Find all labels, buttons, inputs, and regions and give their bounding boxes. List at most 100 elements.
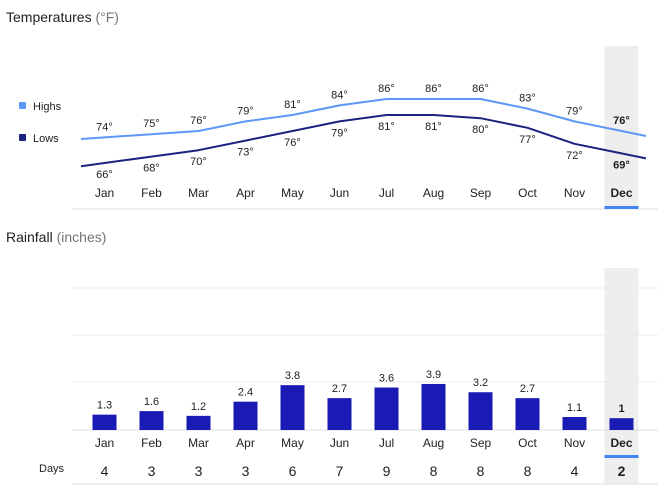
rainfall-bar <box>609 418 634 430</box>
highs-data-label: 76° <box>613 115 630 127</box>
temperature-month-label: Apr <box>236 186 255 200</box>
rainfall-bar <box>421 383 446 430</box>
rainfall-data-label: 1.6 <box>144 396 159 408</box>
days-value: 4 <box>101 463 109 479</box>
highs-data-label: 84° <box>331 89 348 101</box>
days-row-label: Days <box>39 463 65 475</box>
rainfall-data-label: 1.3 <box>97 400 112 412</box>
lows-data-label: 77° <box>519 134 536 146</box>
highs-legend-swatch <box>19 102 26 109</box>
highs-data-label: 86° <box>378 83 395 95</box>
selected-month-underline-temperatures <box>604 206 639 209</box>
rainfall-data-label: 1 <box>618 403 624 415</box>
highs-data-label: 74° <box>96 121 113 133</box>
highs-data-label: 86° <box>425 83 442 95</box>
highs-data-label: 83° <box>519 93 536 105</box>
lows-data-label: 70° <box>190 156 207 168</box>
lows-data-label: 81° <box>378 121 395 133</box>
rainfall-month-label: May <box>281 436 304 450</box>
rainfall-title: Rainfall (inches) <box>6 229 106 245</box>
rainfall-data-label: 3.6 <box>379 373 394 385</box>
temperature-month-axis: Jan Feb Mar Apr May Jun Jul Aug Sep Oct Nov Dec <box>95 186 633 200</box>
rainfall-month-label: Dec <box>610 436 632 450</box>
rainfall-data-label: 3.8 <box>285 370 300 382</box>
rainfall-data-label: 3.2 <box>473 377 488 389</box>
temperatures-title-text: Temperatures <box>6 9 92 25</box>
lows-data-label: 76° <box>284 137 301 149</box>
rainfall-bar <box>139 411 164 430</box>
selected-month-highlight-temperatures <box>604 46 639 206</box>
temperature-month-label: Aug <box>423 186 444 200</box>
lows-data-label: 68° <box>143 163 160 175</box>
lows-legend-label: Lows <box>33 133 59 145</box>
days-value: 6 <box>289 463 297 479</box>
rainfall-bar <box>92 414 117 430</box>
rainfall-unit: (inches) <box>56 229 107 245</box>
highs-series-line <box>80 98 647 140</box>
days-value: 3 <box>242 463 250 479</box>
temperature-month-label: Nov <box>564 186 585 200</box>
selected-month-highlight-rainfall <box>604 268 639 484</box>
days-value: 9 <box>383 463 391 479</box>
days-value: 7 <box>336 463 344 479</box>
days-value: 3 <box>148 463 156 479</box>
rainfall-title-text: Rainfall <box>6 229 53 245</box>
lows-data-label: 81° <box>425 121 442 133</box>
lows-data-label: 79° <box>331 127 348 139</box>
highs-data-label: 76° <box>190 115 207 127</box>
days-value: 8 <box>524 463 532 479</box>
days-values: 4 3 3 3 6 7 9 8 8 8 4 2 <box>101 463 626 479</box>
lows-data-label: 73° <box>237 147 254 159</box>
days-value: 2 <box>618 463 626 479</box>
lows-data-label: 69° <box>613 159 630 171</box>
days-value: 8 <box>477 463 485 479</box>
rainfall-month-label: Nov <box>564 436 585 450</box>
rainfall-month-label: Jan <box>95 436 114 450</box>
highs-legend-label: Highs <box>33 101 62 113</box>
days-value: 8 <box>430 463 438 479</box>
rainfall-month-label: Apr <box>236 436 255 450</box>
temperature-data-labels: 74° 75° 76° 79° 81° 84° 86° 86° 86° 83° 79° 76° 66° 6… <box>96 83 630 181</box>
temperature-month-label: Jul <box>379 186 394 200</box>
rainfall-data-label: 2.7 <box>520 383 535 395</box>
rainfall-month-label: Mar <box>188 436 209 450</box>
rainfall-month-label: Jun <box>330 436 349 450</box>
rainfall-data-label: 2.7 <box>332 383 347 395</box>
selected-month-underline-days <box>604 455 639 458</box>
rainfall-bar <box>562 417 587 430</box>
highs-data-label: 79° <box>237 105 254 117</box>
lows-series-line <box>80 114 647 168</box>
rainfall-bar <box>233 401 258 430</box>
lows-data-label: 80° <box>472 124 489 136</box>
rainfall-month-label: Aug <box>423 436 444 450</box>
rainfall-bar <box>515 398 540 430</box>
days-value: 4 <box>571 463 579 479</box>
rainfall-data-labels: 1.3 1.6 1.2 2.4 3.8 2.7 3.6 3.9 3.2 2.7 1.1 1 <box>97 369 625 415</box>
highs-data-label: 75° <box>143 118 160 130</box>
rainfall-bar <box>327 398 352 430</box>
rainfall-bars <box>92 383 634 430</box>
lows-data-label: 66° <box>96 169 113 181</box>
rainfall-month-label: Oct <box>518 436 537 450</box>
rainfall-data-label: 1.1 <box>567 402 582 414</box>
temperature-month-label: Jun <box>330 186 349 200</box>
temperatures-title: Temperatures (°F) <box>6 9 119 25</box>
temperature-month-label: May <box>281 186 304 200</box>
temperatures-unit: (°F) <box>95 9 119 25</box>
rainfall-bar <box>186 415 211 430</box>
rainfall-data-label: 1.2 <box>191 401 206 413</box>
rainfall-month-label: Sep <box>470 436 492 450</box>
temperature-month-label: Jan <box>95 186 114 200</box>
highs-data-label: 79° <box>566 105 583 117</box>
rainfall-month-label: Jul <box>379 436 394 450</box>
days-value: 3 <box>195 463 203 479</box>
highs-data-label: 81° <box>284 99 301 111</box>
temperature-month-label: Feb <box>141 186 162 200</box>
temperature-month-label: Mar <box>188 186 209 200</box>
rainfall-bar <box>374 387 399 430</box>
lows-data-label: 72° <box>566 150 583 162</box>
temperature-month-label: Dec <box>610 186 632 200</box>
rainfall-month-axis: Jan Feb Mar Apr May Jun Jul Aug Sep Oct Nov Dec <box>95 436 633 450</box>
